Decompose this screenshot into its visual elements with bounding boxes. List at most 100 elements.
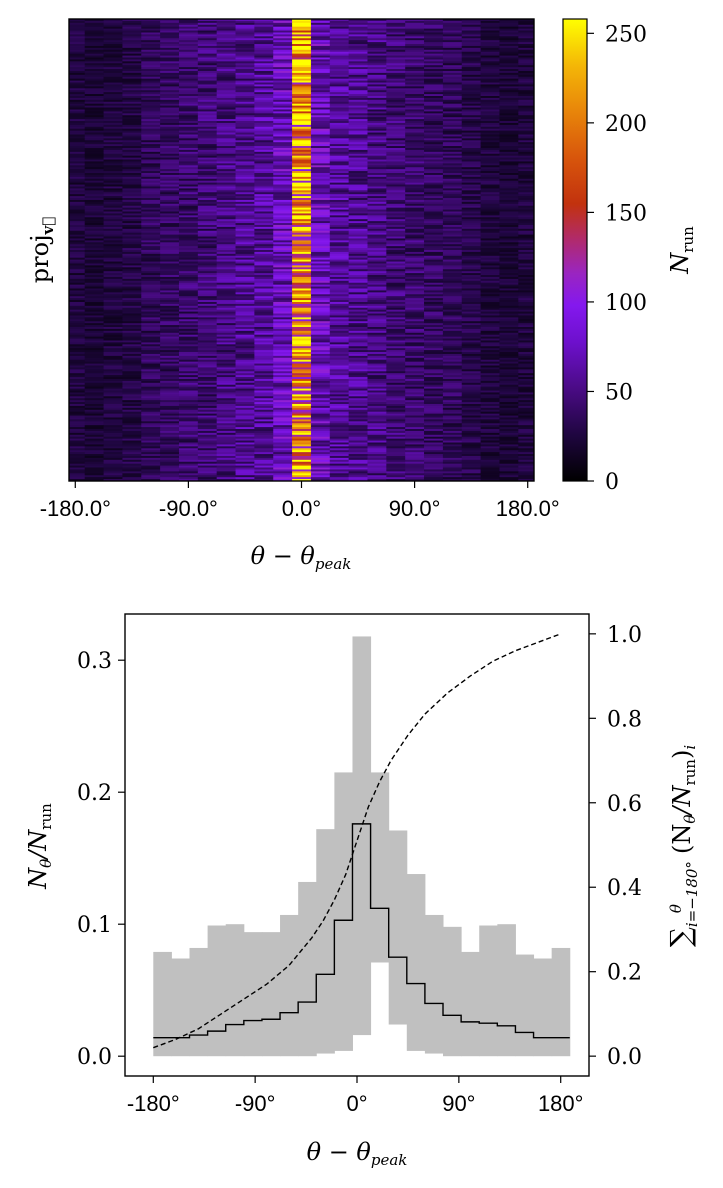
heatmap-cell xyxy=(141,36,161,39)
heatmap-cell xyxy=(273,176,293,180)
heatmap-cell xyxy=(273,82,293,85)
heatmap-cell xyxy=(84,265,104,268)
heatmap-cell xyxy=(254,259,274,262)
heatmap-cell xyxy=(273,144,293,147)
heatmap-cell xyxy=(122,161,142,164)
heatmap-cell xyxy=(273,303,293,307)
heatmap-cell xyxy=(273,19,293,22)
heatmap-cell xyxy=(84,400,104,403)
heatmap-cell xyxy=(518,340,534,343)
heatmap-cell xyxy=(310,238,331,241)
heatmap-cell xyxy=(367,161,387,164)
heatmap-cell xyxy=(461,78,481,82)
heatmap-cell xyxy=(178,209,199,212)
heatmap-cell xyxy=(69,24,86,28)
heatmap-cell xyxy=(122,155,142,159)
heatmap-cell xyxy=(69,192,86,195)
heatmap-cell xyxy=(103,217,123,220)
heatmap-cell xyxy=(235,107,255,110)
heatmap-cell xyxy=(197,282,218,286)
heatmap-cell xyxy=(273,59,293,62)
heatmap-cell xyxy=(216,303,236,307)
heatmap-cell xyxy=(518,294,534,297)
heatmap-cell xyxy=(442,303,463,307)
heatmap-cell xyxy=(103,28,123,31)
heatmap-cell xyxy=(518,298,534,301)
heatmap-cell xyxy=(310,276,331,280)
heatmap-cell xyxy=(310,251,331,255)
heatmap-cell xyxy=(84,221,104,224)
heatmap-cell xyxy=(442,128,463,132)
heatmap-cell xyxy=(329,117,350,120)
heatmap-cell xyxy=(84,199,104,203)
heatmap-cell xyxy=(103,377,123,380)
heatmap-cell xyxy=(348,57,368,60)
heatmap-cell xyxy=(461,94,481,97)
heatmap-cell xyxy=(69,319,86,322)
heatmap-cell xyxy=(442,284,463,287)
heatmap-cell xyxy=(254,317,274,320)
heatmap-cell xyxy=(292,346,312,349)
heatmap-cell xyxy=(178,248,199,251)
heatmap-cell xyxy=(461,90,481,93)
heatmap-cell xyxy=(273,317,293,320)
heatmap-cell xyxy=(461,109,481,112)
heatmap-cell xyxy=(69,180,86,184)
heatmap-cell xyxy=(499,400,519,403)
heatmap-cell xyxy=(348,176,368,180)
heatmap-cell xyxy=(216,232,236,236)
heatmap-cell xyxy=(480,288,500,291)
heatmap-cell xyxy=(367,396,387,399)
heatmap-cell xyxy=(160,313,180,316)
heatmap-cell xyxy=(442,251,463,255)
heatmap-cell xyxy=(103,263,123,266)
heatmap-cell xyxy=(424,369,444,372)
heatmap-cell xyxy=(499,344,519,347)
heatmap-cell xyxy=(273,86,293,89)
heatmap-cell xyxy=(310,82,331,85)
heatmap-cell xyxy=(69,186,86,189)
heatmap-cell xyxy=(405,28,425,31)
heatmap-cell xyxy=(480,19,500,22)
heatmap-cell xyxy=(480,24,500,28)
heatmap-cell xyxy=(386,307,406,311)
heatmap-cell xyxy=(480,332,500,336)
heatmap-cell xyxy=(518,215,534,218)
heatmap-cell xyxy=(292,101,312,105)
heatmap-cell xyxy=(103,84,123,87)
heatmap-cell xyxy=(292,24,312,28)
heatmap-cell xyxy=(84,386,104,390)
heatmap-cell xyxy=(348,132,368,135)
heatmap-cell xyxy=(273,323,293,326)
heatmap-cell xyxy=(292,186,312,189)
heatmap-cell xyxy=(122,26,142,30)
heatmap-cell xyxy=(197,147,218,151)
heatmap-cell xyxy=(461,122,481,126)
heatmap-cell xyxy=(461,136,481,139)
heatmap-cell xyxy=(518,240,534,243)
heatmap-cell xyxy=(405,173,425,176)
heatmap-cell xyxy=(405,142,425,145)
heatmap-cell xyxy=(178,57,199,60)
heatmap-cell xyxy=(442,49,463,53)
heatmap-cell xyxy=(367,97,387,101)
heatmap-cell xyxy=(367,122,387,126)
heatmap-cell xyxy=(178,142,199,145)
heatmap-cell xyxy=(254,182,274,185)
heatmap-cell xyxy=(405,363,425,366)
heatmap-cell xyxy=(273,353,293,357)
heatmap-cell xyxy=(348,124,368,128)
heatmap-cell xyxy=(178,188,199,191)
heatmap-cell xyxy=(442,298,463,301)
heatmap-cell xyxy=(178,242,199,245)
heatmap-cell xyxy=(254,180,274,184)
heatmap-cell xyxy=(69,211,86,214)
heatmap-cell xyxy=(310,338,331,341)
heatmap-cell xyxy=(254,163,274,166)
heatmap-cell xyxy=(348,80,368,83)
heatmap-cell xyxy=(103,340,123,343)
heatmap-cell xyxy=(424,169,444,172)
heatmap-cell xyxy=(367,334,387,338)
heatmap-cell xyxy=(160,92,180,95)
heatmap-cell xyxy=(273,128,293,132)
